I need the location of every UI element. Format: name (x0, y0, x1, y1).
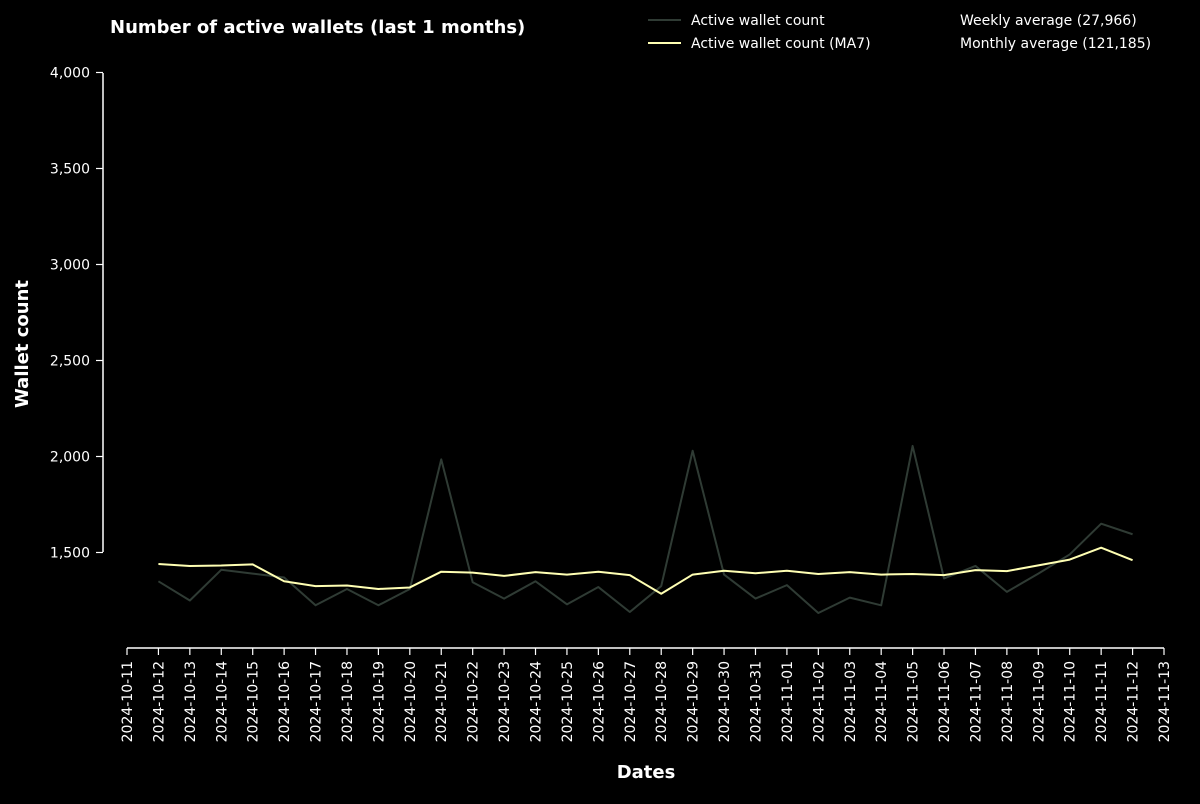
x-tick-label: 2024-10-30 (717, 661, 733, 742)
x-tick-label: 2024-10-26 (591, 661, 607, 742)
x-tick-label: 2024-11-06 (937, 661, 953, 742)
y-tick-label: 1,500 (50, 546, 90, 562)
x-tick-label: 2024-11-03 (843, 661, 859, 742)
x-tick-label: 2024-10-24 (529, 661, 545, 742)
x-tick-label: 2024-10-19 (371, 661, 387, 742)
x-tick-label: 2024-11-09 (1031, 661, 1047, 742)
chart-title: Number of active wallets (last 1 months) (110, 17, 525, 38)
x-axis-label: Dates (617, 762, 676, 783)
x-tick-label: 2024-11-04 (874, 661, 890, 742)
x-tick-label: 2024-10-23 (497, 661, 513, 742)
x-tick-label: 2024-10-20 (403, 661, 419, 742)
legend-label: Active wallet count (MA7) (691, 36, 871, 52)
series-active-wallet-count-line (157, 444, 1133, 614)
x-tick-label: 2024-10-22 (466, 661, 482, 742)
x-tick-label: 2024-11-07 (968, 661, 984, 742)
series-active-wallet-count-ma7-line (158, 546, 1133, 595)
x-tick-label: 2024-11-13 (1157, 661, 1173, 742)
y-tick-label: 4,000 (50, 66, 90, 82)
x-axis: 2024-10-11 2024-10-12 2024-10-13 2024-10-14… (120, 647, 1173, 742)
x-tick-label: 2024-10-14 (214, 661, 230, 742)
x-tick-label: 2024-10-13 (183, 661, 199, 742)
x-tick-label: 2024-10-16 (277, 661, 293, 742)
stat-annotation: Monthly average (121,185) (960, 36, 1151, 52)
x-tick-label: 2024-11-08 (1000, 661, 1016, 742)
x-tick-label: 2024-10-17 (309, 661, 325, 742)
y-tick-label: 3,000 (50, 258, 90, 274)
stat-annotation: Weekly average (27,966) (960, 13, 1137, 29)
x-tick-label: 2024-10-21 (434, 661, 450, 742)
x-tick-label: 2024-10-18 (340, 661, 356, 742)
x-tick-label: 2024-11-11 (1094, 661, 1110, 742)
y-axis: 1,500 2,000 2,500 3,000 3,500 4,000 (50, 66, 104, 562)
x-tick-label: 2024-10-12 (151, 661, 167, 742)
series-layer (157, 444, 1133, 614)
x-tick-label: 2024-11-12 (1126, 661, 1142, 742)
x-tick-label: 2024-10-31 (748, 661, 764, 742)
x-tick-label: 2024-10-28 (654, 661, 670, 742)
y-tick-label: 2,000 (50, 450, 90, 466)
y-tick-label: 2,500 (50, 354, 90, 370)
x-tick-label: 2024-10-15 (246, 661, 262, 742)
x-tick-label: 2024-11-01 (780, 661, 796, 742)
legend: Active wallet count Active wallet count (… (648, 13, 871, 52)
y-tick-label: 3,500 (50, 162, 90, 178)
x-tick-label: 2024-11-05 (906, 661, 922, 742)
x-tick-label: 2024-11-10 (1063, 661, 1079, 742)
x-tick-label: 2024-10-11 (120, 661, 136, 742)
y-axis-label: Wallet count (12, 280, 33, 408)
x-tick-label: 2024-10-29 (686, 661, 702, 742)
legend-label: Active wallet count (691, 13, 825, 29)
x-tick-label: 2024-11-02 (811, 661, 827, 742)
x-tick-label: 2024-10-27 (623, 661, 639, 742)
stats-panel: Weekly average (27,966) Monthly average (… (960, 13, 1151, 52)
x-tick-label: 2024-10-25 (560, 661, 576, 742)
